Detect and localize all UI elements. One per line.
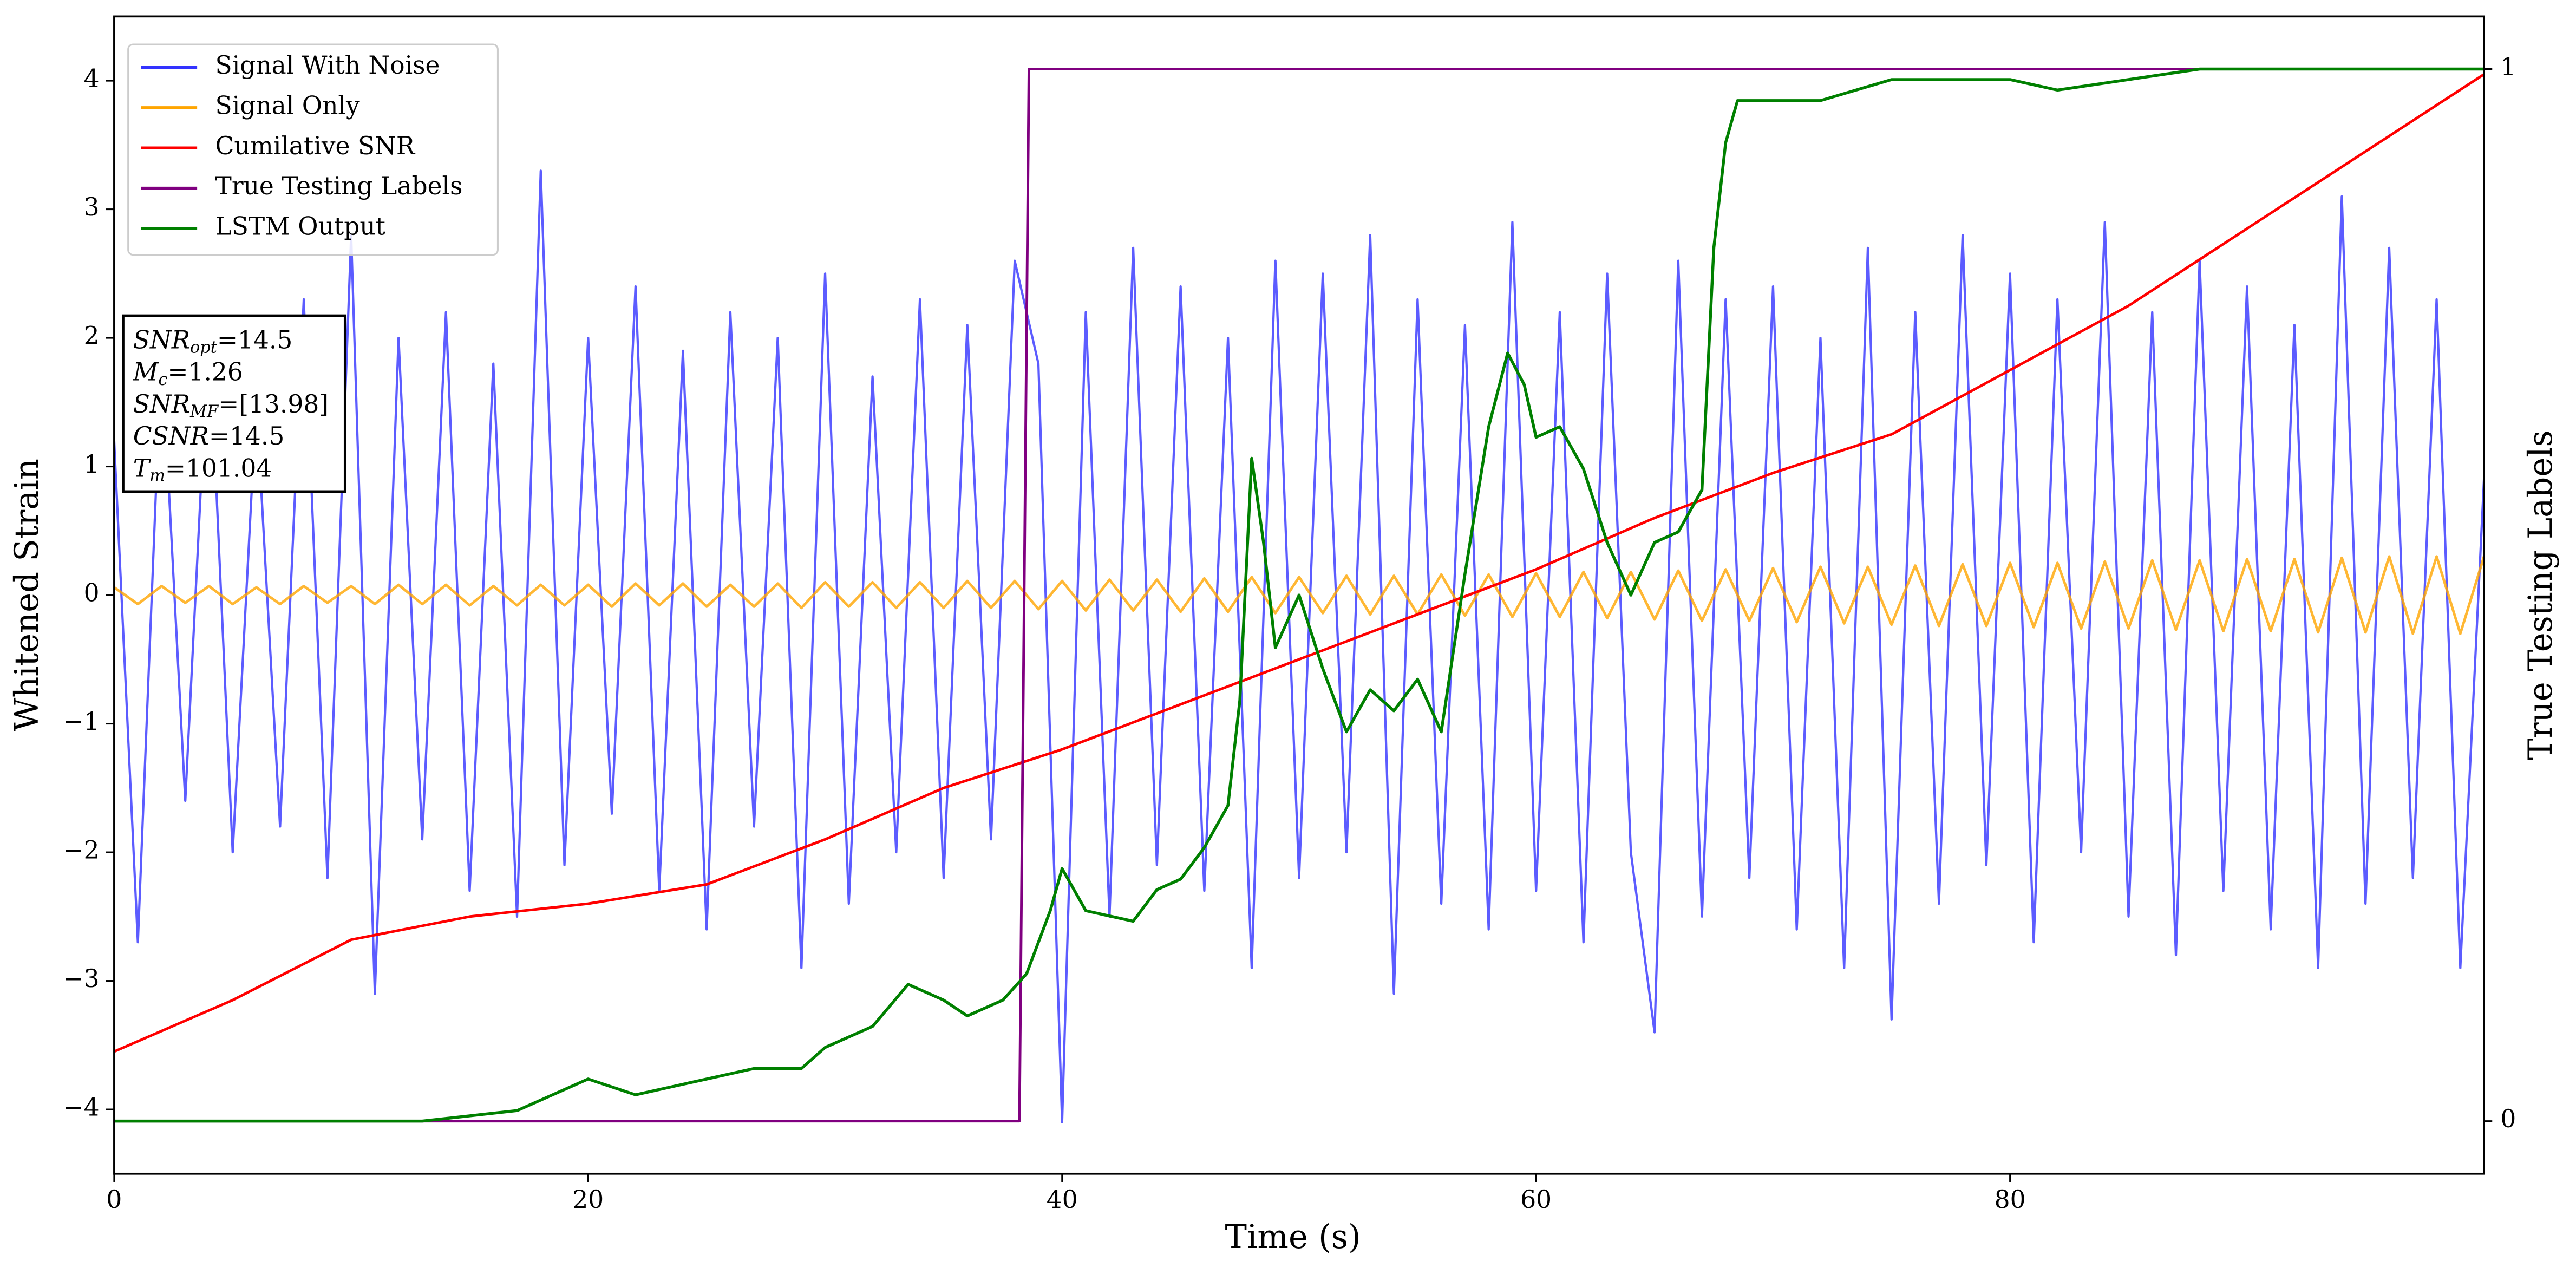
annotation-line: SNRopt=14.5: [133, 325, 293, 357]
annotation-value: =[13.98]: [218, 389, 329, 418]
annotation-subscript: opt: [190, 338, 218, 357]
annotation-line: SNRMF=[13.98]: [133, 389, 329, 421]
annotation-value: =14.5: [217, 325, 292, 354]
y2-tick-label: 1: [2500, 53, 2516, 81]
annotation-subscript: c: [158, 370, 167, 389]
y-tick-label: 1: [84, 450, 100, 479]
y-tick-label: −1: [63, 707, 99, 736]
series-line: [114, 169, 2485, 1123]
legend-box: [127, 43, 499, 256]
annotation-line: Mc=1.26: [133, 357, 243, 389]
annotation-symbol: SNR: [133, 325, 190, 354]
annotation-value: =14.5: [209, 422, 284, 450]
series-line: [114, 73, 2485, 1053]
plot-lines: [114, 67, 2485, 1123]
annotation-line: Tm=101.04: [133, 454, 272, 486]
y-tick-label: −4: [63, 1093, 99, 1122]
y-axis-label: Whitened Strain: [8, 459, 46, 731]
legend-label: LSTM Output: [215, 212, 385, 241]
annotation-line: CSNR=14.5: [133, 422, 285, 450]
annotation-symbol: SNR: [133, 389, 190, 418]
y-tick-label: 0: [84, 579, 100, 607]
x-tick-label: 0: [106, 1185, 122, 1214]
annotation-value: =101.04: [165, 454, 272, 482]
series-line: [114, 555, 2485, 635]
series-line: [114, 68, 2485, 1123]
legend-label: Signal With Noise: [215, 51, 440, 80]
annotation-value: =1.26: [167, 357, 243, 386]
y-tick-label: 2: [84, 322, 100, 350]
x-axis-label: Time (s): [1225, 1218, 1361, 1256]
y-tick-label: 3: [84, 193, 100, 221]
y2-tick-label: 0: [2500, 1105, 2516, 1133]
x-tick-label: 60: [1520, 1185, 1552, 1214]
annotation-symbol: M: [133, 357, 159, 386]
y-tick-label: −3: [63, 964, 99, 993]
y2-axis-label: True Testing Labels: [2522, 430, 2560, 760]
legend-label: True Testing Labels: [215, 172, 463, 200]
annotation-subscript: m: [149, 466, 165, 485]
y-tick-label: 4: [84, 64, 100, 93]
legend-label: Signal Only: [215, 91, 360, 120]
annotation-box: [122, 314, 346, 493]
legend-label: Cumilative SNR: [215, 132, 416, 160]
y-tick-label: −2: [63, 836, 99, 865]
x-tick-label: 80: [1995, 1185, 2026, 1214]
series-line: [114, 67, 2485, 1123]
annotation-symbol: T: [133, 454, 152, 482]
annotation-symbol: CSNR: [133, 422, 209, 450]
annotation-subscript: MF: [189, 402, 219, 421]
x-tick-label: 20: [572, 1185, 604, 1214]
x-tick-label: 40: [1047, 1185, 1078, 1214]
